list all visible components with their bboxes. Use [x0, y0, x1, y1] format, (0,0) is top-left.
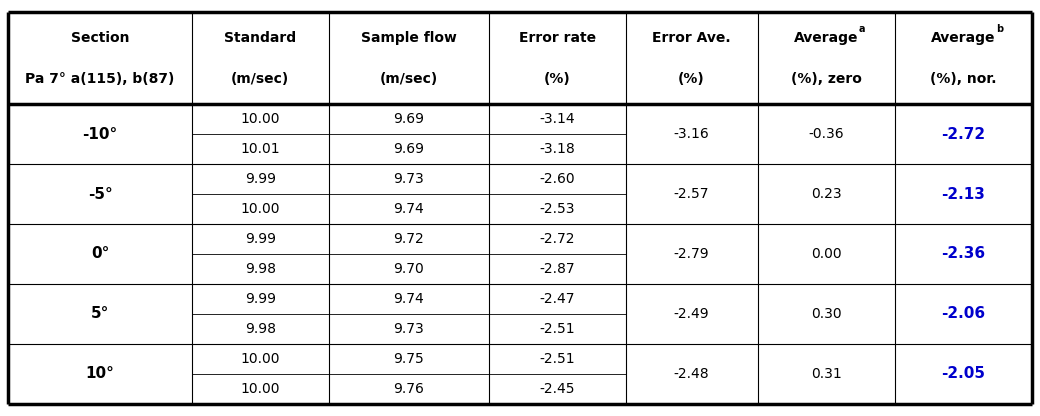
- Text: 9.74: 9.74: [393, 202, 424, 216]
- Text: 9.69: 9.69: [393, 112, 424, 126]
- Text: 9.76: 9.76: [393, 381, 424, 396]
- Text: 10°: 10°: [85, 366, 114, 381]
- Text: Average: Average: [794, 31, 858, 45]
- Text: 9.73: 9.73: [393, 322, 424, 336]
- Text: -2.60: -2.60: [540, 172, 575, 186]
- Text: 9.69: 9.69: [393, 142, 424, 156]
- Text: 9.74: 9.74: [393, 292, 424, 306]
- Text: -2.87: -2.87: [540, 262, 575, 276]
- Text: (m/sec): (m/sec): [380, 72, 438, 86]
- Text: 10.00: 10.00: [240, 352, 280, 366]
- Text: 9.98: 9.98: [244, 262, 276, 276]
- Text: -2.72: -2.72: [540, 232, 575, 246]
- Text: 9.99: 9.99: [244, 232, 276, 246]
- Text: -2.47: -2.47: [540, 292, 575, 306]
- Text: 0.00: 0.00: [811, 247, 841, 261]
- Text: 10.00: 10.00: [240, 381, 280, 396]
- Text: Pa 7° a(115), b(87): Pa 7° a(115), b(87): [25, 72, 175, 86]
- Text: Sample flow: Sample flow: [361, 31, 457, 45]
- Text: -2.05: -2.05: [941, 366, 985, 381]
- Text: -3.16: -3.16: [674, 127, 709, 141]
- Text: a: a: [859, 24, 865, 34]
- Text: -2.72: -2.72: [941, 127, 985, 142]
- Text: 9.70: 9.70: [393, 262, 424, 276]
- Text: Error Ave.: Error Ave.: [652, 31, 731, 45]
- Text: -2.45: -2.45: [540, 381, 575, 396]
- Text: Average: Average: [931, 31, 995, 45]
- Text: 9.75: 9.75: [393, 352, 424, 366]
- Text: -2.49: -2.49: [674, 307, 709, 321]
- Text: 10.01: 10.01: [240, 142, 280, 156]
- Text: 9.72: 9.72: [393, 232, 424, 246]
- Text: 0°: 0°: [90, 246, 109, 261]
- Text: -3.18: -3.18: [539, 142, 575, 156]
- Text: Section: Section: [71, 31, 129, 45]
- Text: -2.53: -2.53: [540, 202, 575, 216]
- Text: (%), nor.: (%), nor.: [930, 72, 996, 86]
- Text: -5°: -5°: [87, 187, 112, 202]
- Text: 0.23: 0.23: [811, 187, 841, 201]
- Text: 9.98: 9.98: [244, 322, 276, 336]
- Text: (m/sec): (m/sec): [231, 72, 289, 86]
- Text: b: b: [996, 24, 1004, 34]
- Text: (%), zero: (%), zero: [790, 72, 861, 86]
- Text: Error rate: Error rate: [519, 31, 596, 45]
- Text: -2.36: -2.36: [941, 246, 985, 261]
- Text: -2.51: -2.51: [540, 352, 575, 366]
- Text: Standard: Standard: [225, 31, 296, 45]
- Text: -3.14: -3.14: [540, 112, 575, 126]
- Text: 0.31: 0.31: [811, 366, 841, 381]
- Text: -2.79: -2.79: [674, 247, 709, 261]
- Text: 10.00: 10.00: [240, 202, 280, 216]
- Text: 10.00: 10.00: [240, 112, 280, 126]
- Text: -2.51: -2.51: [540, 322, 575, 336]
- Text: 0.30: 0.30: [811, 307, 841, 321]
- Text: -2.57: -2.57: [674, 187, 709, 201]
- Text: 9.73: 9.73: [393, 172, 424, 186]
- Text: 5°: 5°: [90, 306, 109, 321]
- Text: 9.99: 9.99: [244, 292, 276, 306]
- Text: -0.36: -0.36: [808, 127, 843, 141]
- Text: -2.13: -2.13: [941, 187, 985, 202]
- Text: -2.06: -2.06: [941, 306, 985, 321]
- Text: (%): (%): [544, 72, 571, 86]
- Text: -10°: -10°: [82, 127, 118, 142]
- Text: 9.99: 9.99: [244, 172, 276, 186]
- Text: -2.48: -2.48: [674, 366, 709, 381]
- Text: (%): (%): [678, 72, 705, 86]
